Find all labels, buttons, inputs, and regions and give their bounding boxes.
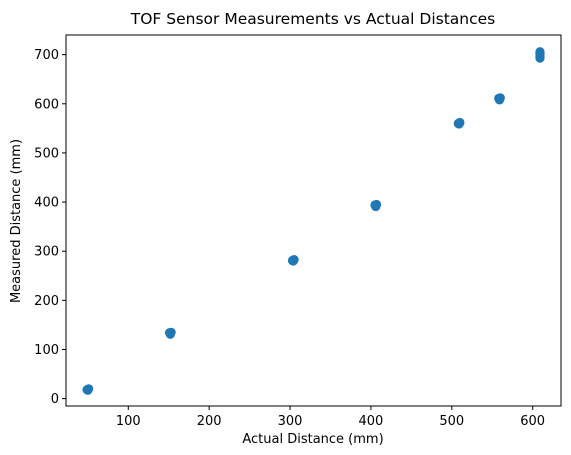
y-tick-label: 500 — [34, 146, 59, 161]
x-tick-label: 100 — [116, 414, 141, 429]
data-point — [82, 385, 92, 395]
x-tick-label: 200 — [197, 414, 222, 429]
data-point — [453, 118, 463, 129]
y-tick-label: 200 — [34, 294, 59, 309]
y-axis-ticks: 0 100 200 300 400 500 600 700 — [34, 48, 66, 407]
x-tick-label: 400 — [359, 414, 384, 429]
y-tick-label: 0 — [51, 392, 59, 407]
x-axis-label: Actual Distance (mm) — [242, 432, 383, 447]
y-tick-label: 700 — [34, 48, 59, 63]
data-point — [287, 255, 298, 266]
y-tick-label: 300 — [34, 245, 59, 260]
y-tick-label: 600 — [34, 97, 59, 112]
x-tick-label: 300 — [278, 414, 303, 429]
data-point — [494, 93, 504, 103]
x-tick-label: 500 — [439, 414, 464, 429]
x-tick-label: 600 — [520, 414, 545, 429]
x-axis-ticks: 100 200 300 400 500 600 — [116, 406, 545, 429]
data-points — [82, 47, 545, 395]
data-point — [370, 200, 380, 210]
data-point — [535, 47, 545, 57]
chart-title: TOF Sensor Measurements vs Actual Distan… — [130, 10, 496, 28]
y-tick-label: 100 — [34, 343, 59, 358]
y-axis-label: Measured Distance (mm) — [9, 139, 24, 303]
y-tick-label: 400 — [34, 196, 59, 211]
plot-frame — [65, 34, 562, 407]
data-point — [164, 328, 175, 338]
